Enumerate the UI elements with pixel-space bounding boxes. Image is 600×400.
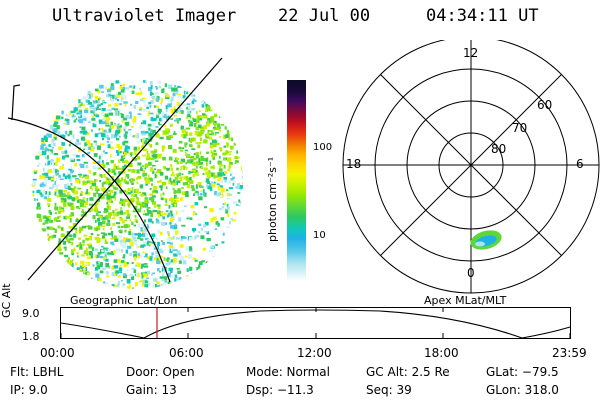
gc-alt-orbit-plot (60, 307, 571, 339)
geographic-corner-mark (11, 84, 21, 121)
gc-alt-axis-label: GC Alt (0, 283, 13, 318)
info-gc-alt: GC Alt: 2.5 Re (366, 365, 450, 379)
colorbar-tick-10: 10 (313, 230, 326, 241)
instrument-title: Ultraviolet Imager (52, 6, 237, 26)
apex-panel-label: Apex MLat/MLT (424, 294, 507, 307)
observation-time: 04:34:11 UT (426, 6, 539, 26)
info-mode: Mode: Normal (246, 365, 330, 379)
mlt-label-18: 18 (346, 157, 362, 171)
mlat-label-80: 80 (491, 142, 507, 156)
intensity-colorbar (287, 80, 306, 281)
info-dsp: Dsp: −11.3 (246, 383, 314, 397)
time-tick-1800: 18:00 (424, 346, 459, 360)
info-glat: GLat: −79.5 (486, 365, 559, 379)
mlt-label-6: 6 (576, 157, 584, 171)
colorbar-unit-label: photon cm⁻²s⁻¹ (266, 156, 279, 242)
mlat-label-60: 60 (537, 98, 553, 112)
info-filter: Flt: LBHL (10, 365, 64, 379)
mlt-label-12: 12 (463, 46, 479, 60)
time-tick-1200: 12:00 (297, 346, 332, 360)
time-tick-2359: 23:59 (552, 346, 587, 360)
mlat-label-70: 70 (512, 121, 528, 135)
geographic-meridian-line (27, 57, 223, 281)
apex-polar-plot (342, 40, 600, 294)
gc-alt-orbit-curve (60, 309, 571, 339)
info-glon: GLon: 318.0 (486, 383, 559, 397)
gc-alt-min-label: 1.8 (22, 330, 40, 343)
info-door: Door: Open (126, 365, 195, 379)
gc-alt-plot-frame (60, 307, 571, 339)
apex-auroral-patch (470, 230, 502, 250)
uv-intensity-image (31, 77, 243, 289)
gc-alt-max-label: 9.0 (22, 307, 40, 320)
gc-alt-time-ticks (60, 308, 571, 338)
info-seq: Seq: 39 (366, 383, 412, 397)
info-ip: IP: 9.0 (10, 383, 48, 397)
geographic-image-panel (7, 57, 243, 289)
time-tick-0600: 06:00 (169, 346, 204, 360)
geographic-panel-label: Geographic Lat/Lon (70, 294, 178, 307)
info-gain: Gain: 13 (126, 383, 177, 397)
time-tick-0000: 00:00 (40, 346, 75, 360)
geographic-latitude-arc (7, 117, 171, 283)
polar-diagonal-2 (380, 74, 562, 256)
observation-date: 22 Jul 00 (278, 6, 371, 26)
colorbar-tick-100: 100 (313, 142, 333, 153)
mlt-label-0: 0 (467, 266, 475, 280)
